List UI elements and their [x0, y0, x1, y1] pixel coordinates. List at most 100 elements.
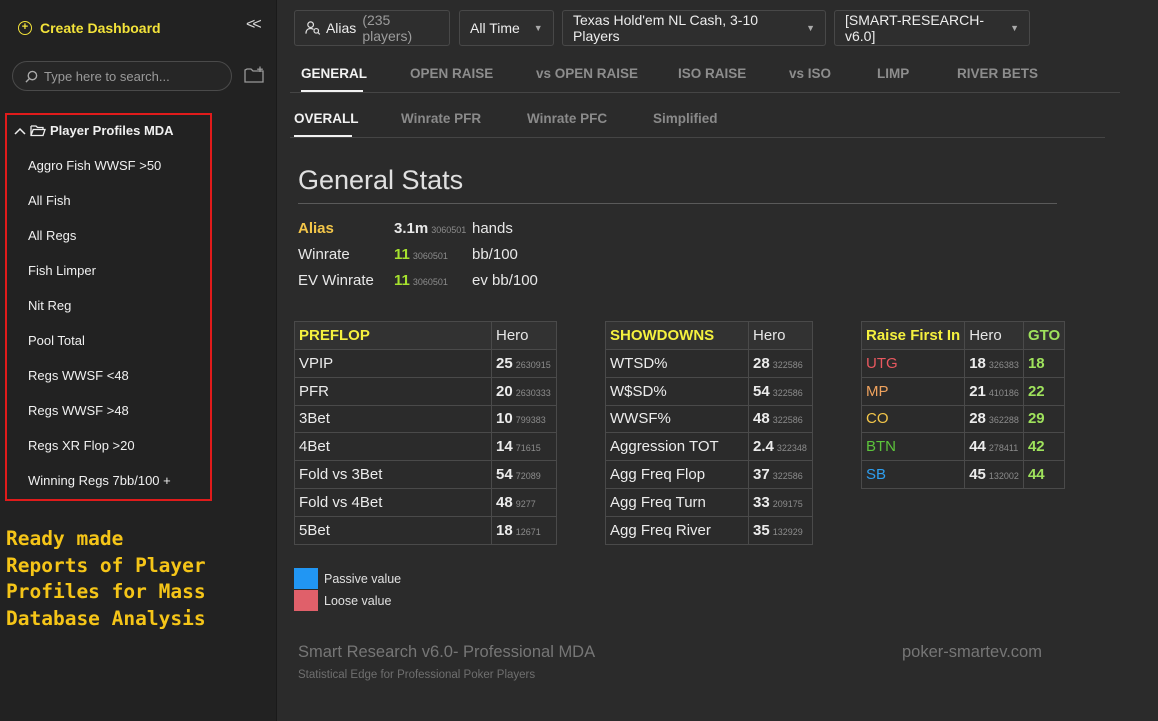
profile-item[interactable]: Aggro Fish WWSF >50 — [28, 158, 162, 173]
position-name: SB — [860, 460, 966, 489]
search-input[interactable] — [44, 68, 214, 84]
stat-value: 44 278411 — [964, 432, 1024, 462]
profile-filter-value: [SMART-RESEARCH-v6.0] — [845, 12, 984, 44]
stat-value: 54 322586 — [748, 376, 813, 406]
subtab-simplified[interactable]: Simplified — [653, 111, 718, 126]
footer-subtitle: Statistical Edge for Professional Poker … — [298, 669, 536, 681]
tab-open-raise[interactable]: OPEN RAISE — [410, 66, 494, 81]
stat-name: Agg Freq Flop — [605, 460, 749, 489]
table-row: Fold vs 4Bet 48 9277 — [294, 487, 557, 517]
alias-filter[interactable]: Alias (235 players) — [294, 10, 450, 46]
table-column-header: Hero — [964, 321, 1024, 350]
table-header: Raise First In — [860, 321, 966, 350]
stat-value: 35 132929 — [748, 515, 813, 545]
stat-value: 20 2630333 — [491, 376, 557, 406]
plus-circle-icon: + — [18, 21, 32, 35]
alias-label: Alias — [325, 20, 357, 36]
table-column-header: GTO — [1022, 321, 1066, 350]
profile-item[interactable]: Pool Total — [28, 333, 85, 348]
table-header: SHOWDOWNS — [605, 321, 749, 350]
tab-vs-open-raise[interactable]: vs OPEN RAISE — [536, 66, 639, 81]
time-filter-select[interactable]: All Time ▼ — [459, 10, 554, 46]
legend-swatch — [294, 568, 318, 589]
table-row: Agg Freq Flop 37 322586 — [605, 460, 813, 489]
game-filter-select[interactable]: Texas Hold'em NL Cash, 3-10 Players ▼ — [562, 10, 826, 46]
stat-value: 28 362288 — [964, 404, 1024, 434]
stat-name: Agg Freq River — [605, 515, 749, 545]
stat-value: 10 799383 — [491, 404, 557, 434]
footer-site-link[interactable]: poker-smartev.com — [902, 643, 1042, 661]
table-row: Aggression TOT 2.4 322348 — [605, 432, 813, 462]
position-name: CO — [860, 404, 966, 434]
legend-item: Passive value — [294, 568, 401, 589]
legend-item: Loose value — [294, 590, 391, 611]
add-folder-icon[interactable] — [244, 66, 266, 84]
summary-row: Alias 3.1m 3060501 hands — [298, 220, 513, 240]
tab-river-bets[interactable]: RIVER BETS — [957, 66, 1039, 81]
table-row: 5Bet 18 12671 — [294, 515, 557, 545]
open-folder-icon — [30, 125, 46, 137]
table-row: CO 28 362288 29 — [860, 404, 1066, 434]
tab-limp[interactable]: LIMP — [877, 66, 910, 81]
stat-value: 14 71615 — [491, 432, 557, 462]
profile-item[interactable]: Winning Regs 7bb/100 + — [28, 473, 171, 488]
profile-item[interactable]: Nit Reg — [28, 298, 72, 313]
stat-value: 33 209175 — [748, 487, 813, 517]
position-name: MP — [860, 376, 966, 406]
table-row: SB 45 132002 44 — [860, 460, 1066, 489]
table-row: WTSD% 28 322586 — [605, 349, 813, 378]
subtab-winrate-pfc[interactable]: Winrate PFC — [527, 111, 608, 126]
stat-value: 21 410186 — [964, 376, 1024, 406]
table-row: Agg Freq Turn 33 209175 — [605, 487, 813, 517]
summary-value: 11 3060501 — [394, 272, 448, 289]
preflop-table: PREFLOP Hero VPIP 25 2630915 PFR 20 2630333 3… — [294, 321, 557, 545]
profile-filter-select[interactable]: [SMART-RESEARCH-v6.0] ▼ — [834, 10, 1030, 46]
create-dashboard-button[interactable]: + Create Dashboard — [18, 20, 161, 36]
profile-item[interactable]: Fish Limper — [28, 263, 96, 278]
profile-item[interactable]: Regs WWSF >48 — [28, 403, 129, 418]
summary-value: 11 3060501 — [394, 246, 448, 263]
tab-general[interactable]: GENERAL — [301, 66, 368, 81]
profile-item[interactable]: Regs XR Flop >20 — [28, 438, 135, 453]
table-row: 3Bet 10 799383 — [294, 404, 557, 434]
tab-iso-raise[interactable]: ISO RAISE — [678, 66, 747, 81]
stat-value: 28 322586 — [748, 349, 813, 378]
tabs-divider — [290, 92, 1120, 93]
summary-key: EV Winrate — [298, 272, 374, 289]
stat-value: 48 322586 — [748, 404, 813, 434]
stat-value: 54 72089 — [491, 460, 557, 489]
stat-value: 37 322586 — [748, 460, 813, 489]
stat-name: 4Bet — [294, 432, 492, 462]
active-subtab-indicator — [294, 135, 352, 137]
collapse-sidebar-icon[interactable]: << — [246, 16, 262, 33]
gto-value: 44 — [1022, 460, 1066, 489]
profile-item[interactable]: All Regs — [28, 228, 77, 243]
sidebar: + Create Dashboard << Player Profiles MD… — [0, 0, 277, 721]
stat-name: Fold vs 4Bet — [294, 487, 492, 517]
footer-title: Smart Research v6.0- Professional MDA — [298, 643, 596, 661]
tab-vs-iso[interactable]: vs ISO — [789, 66, 832, 81]
gto-value: 29 — [1022, 404, 1066, 434]
subtab-overall[interactable]: OVERALL — [294, 111, 359, 126]
subtab-winrate-pfr[interactable]: Winrate PFR — [401, 111, 482, 126]
table-row: VPIP 25 2630915 — [294, 349, 557, 378]
alias-count: (235 players) — [362, 12, 413, 44]
table-row: 4Bet 14 71615 — [294, 432, 557, 462]
table-row: Fold vs 3Bet 54 72089 — [294, 460, 557, 489]
legend-swatch — [294, 590, 318, 611]
active-tab-indicator — [301, 90, 363, 92]
stat-name: 3Bet — [294, 404, 492, 434]
stat-name: Fold vs 3Bet — [294, 460, 492, 489]
summary-value: 3.1m 3060501 — [394, 220, 467, 237]
summary-unit: ev bb/100 — [472, 272, 538, 289]
stat-value: 48 9277 — [491, 487, 557, 517]
summary-row: Winrate 11 3060501 bb/100 — [298, 246, 518, 266]
table-row: Agg Freq River 35 132929 — [605, 515, 813, 545]
table-column-header: Hero — [491, 321, 557, 350]
table-row: WWSF% 48 322586 — [605, 404, 813, 434]
stat-value: 2.4 322348 — [748, 432, 813, 462]
profile-item[interactable]: Regs WWSF <48 — [28, 368, 129, 383]
time-filter-value: All Time — [470, 20, 520, 36]
profile-item[interactable]: All Fish — [28, 193, 71, 208]
folder-player-profiles[interactable]: Player Profiles MDA — [14, 123, 174, 138]
